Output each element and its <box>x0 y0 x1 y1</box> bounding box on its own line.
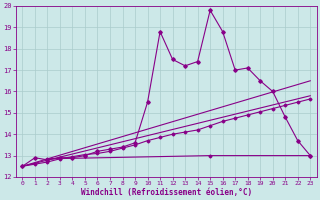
X-axis label: Windchill (Refroidissement éolien,°C): Windchill (Refroidissement éolien,°C) <box>81 188 252 197</box>
